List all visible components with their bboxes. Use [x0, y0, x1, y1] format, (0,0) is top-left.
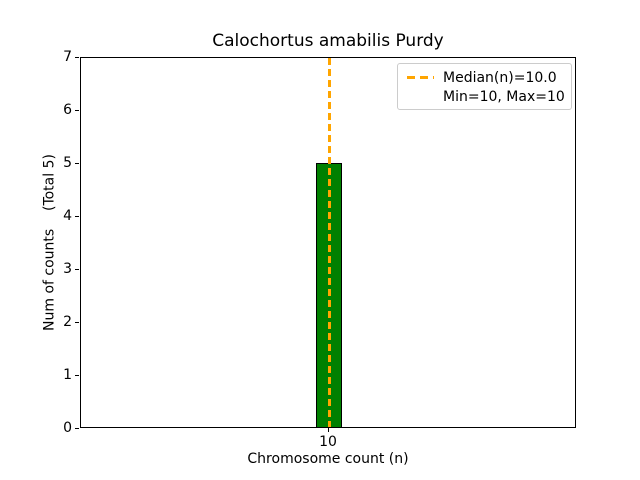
y-tick-mark [75, 268, 79, 270]
y-tick-mark [75, 56, 79, 58]
chart-title: Calochortus amabilis Purdy [212, 31, 444, 51]
y-tick-label: 0 [63, 420, 72, 436]
y-tick-label: 5 [63, 155, 72, 171]
x-axis-label: Chromosome count (n) [247, 451, 409, 467]
y-tick-mark [75, 321, 79, 323]
y-tick-label: 1 [63, 367, 72, 383]
legend-spacer [407, 95, 434, 98]
y-tick-mark [75, 215, 79, 217]
y-tick-label: 7 [63, 49, 72, 65]
y-tick-mark [75, 427, 79, 429]
y-tick-label: 2 [63, 314, 72, 330]
legend-median-label: Median(n)=10.0 [443, 69, 557, 86]
legend: Median(n)=10.0 Min=10, Max=10 [397, 63, 572, 110]
y-tick-label: 4 [63, 208, 72, 224]
y-tick-mark [75, 109, 79, 111]
plot-area [80, 57, 576, 428]
legend-minmax-label: Min=10, Max=10 [443, 88, 565, 105]
median-line [327, 58, 331, 427]
legend-row-minmax: Min=10, Max=10 [407, 87, 571, 106]
median-dashed-line-icon [407, 76, 434, 79]
y-tick-mark [75, 162, 79, 164]
y-tick-label: 3 [63, 261, 72, 277]
y-tick-mark [75, 374, 79, 376]
legend-row-median: Median(n)=10.0 [407, 68, 571, 87]
x-tick-mark [327, 428, 329, 432]
y-tick-label: 6 [63, 102, 72, 118]
x-tick-label: 10 [319, 434, 337, 450]
